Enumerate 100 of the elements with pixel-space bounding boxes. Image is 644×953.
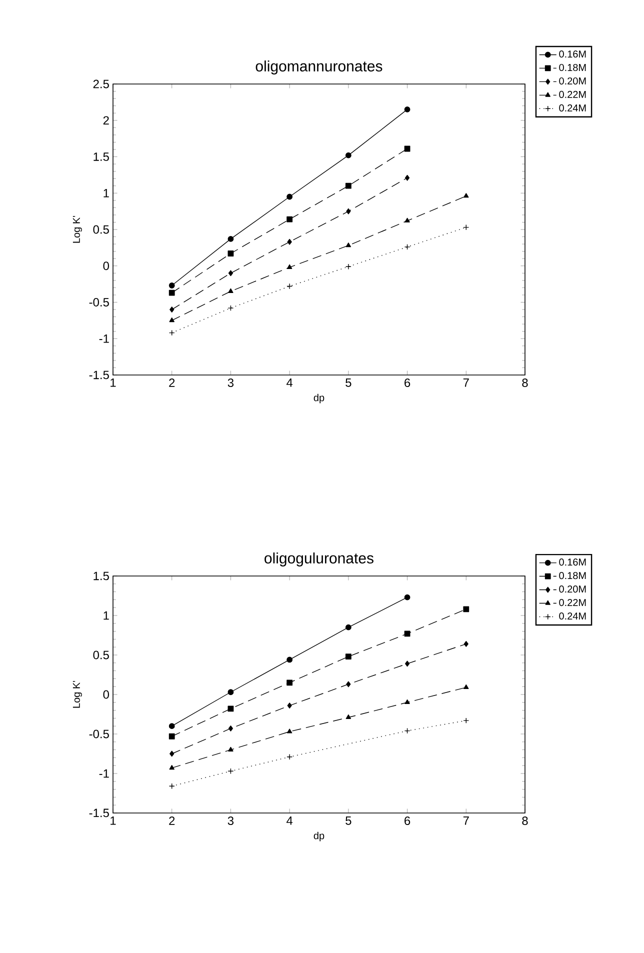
point [228,726,234,732]
legend-label: 0.24M [559,104,586,112]
point [168,783,175,790]
legend-label: 0.20M [559,586,586,593]
point [286,283,293,290]
point [228,746,234,752]
point [228,689,234,696]
point [286,680,293,686]
point [404,106,410,112]
x-tick-label: 8 [522,378,528,388]
y-axis-title: Log K' [72,680,82,708]
point [345,624,352,630]
legend-label: 0.22M [559,599,586,606]
point [228,250,234,256]
x-tick-label: 4 [286,816,293,825]
point [404,244,410,250]
x-tick-label: 5 [346,816,352,825]
point [345,152,352,158]
y-tick-label: 1 [104,611,109,620]
point [168,723,175,730]
point [286,728,292,734]
point [346,681,351,688]
point [170,306,174,312]
x-tick-label: 1 [110,816,116,825]
point [287,238,292,245]
point [286,194,293,200]
point [464,193,469,198]
point [463,606,470,612]
y-tick-label: 1 [104,189,109,198]
point [228,288,234,293]
point [404,660,410,667]
point [168,282,175,288]
legend-label: 0.20M [559,77,586,85]
point [228,236,234,242]
point [228,305,234,312]
y-tick-label: 1.5 [94,152,109,161]
x-tick-label: 6 [404,816,410,826]
point [286,216,293,222]
point [168,330,175,336]
x-axis-title: dp [314,394,324,404]
y-axis-title: Log K' [72,216,82,243]
point [228,270,234,276]
point [345,654,352,660]
x-tick-label: 4 [286,378,293,387]
x-tick-label: 8 [522,816,528,826]
point [404,728,410,734]
x-tick-label: 5 [346,378,352,387]
point [404,699,410,704]
y-tick-label: 2 [103,116,109,125]
y-tick-label: 0.5 [93,650,109,660]
x-axis-title: dp [314,832,324,842]
x-tick-label: 3 [228,378,234,388]
y-tick-label: 1.5 [94,572,109,580]
y-tick-label: 0.5 [93,225,109,234]
y-tick-label: -0.5 [89,730,109,738]
legend-label: 0.18M [559,64,586,72]
point [169,317,174,322]
legend-label: 0.16M [559,50,586,58]
y-tick-label: -1.5 [89,370,109,380]
chart-title: oligomannuronates [256,60,382,74]
legend-label: 0.16M [559,558,586,566]
point [228,768,234,774]
point [404,174,410,181]
point [464,684,469,690]
x-tick-label: 7 [463,816,469,825]
point [345,182,352,189]
point [346,714,352,720]
x-tick-label: 3 [228,816,234,826]
point [404,218,410,222]
point [464,640,468,647]
legend-label: 0.24M [559,612,586,620]
legend-label: 0.22M [559,90,586,98]
point [404,594,410,600]
point [286,656,293,663]
y-tick-label: -1 [99,334,109,343]
y-tick-label: 2.5 [93,80,109,88]
point [463,224,470,230]
point [287,702,292,709]
x-tick-label: 1 [110,378,116,387]
point [346,208,351,214]
x-tick-label: 6 [404,378,410,388]
y-tick-label: -1.5 [89,808,109,818]
point [170,750,174,757]
point [286,754,293,760]
point [168,290,175,296]
point [463,718,470,724]
point [404,630,410,637]
y-tick-label: -1 [99,769,109,778]
y-tick-label: 0 [103,690,110,699]
y-tick-label: -0.5 [89,298,109,306]
x-tick-label: 2 [169,816,175,825]
point [168,733,175,740]
y-tick-label: 0 [103,262,110,270]
point [286,264,292,269]
legend-label: 0.18M [559,572,586,580]
point [345,264,352,270]
point [346,242,352,248]
point [169,765,174,770]
x-tick-label: 2 [169,378,175,387]
x-tick-label: 7 [463,378,469,387]
